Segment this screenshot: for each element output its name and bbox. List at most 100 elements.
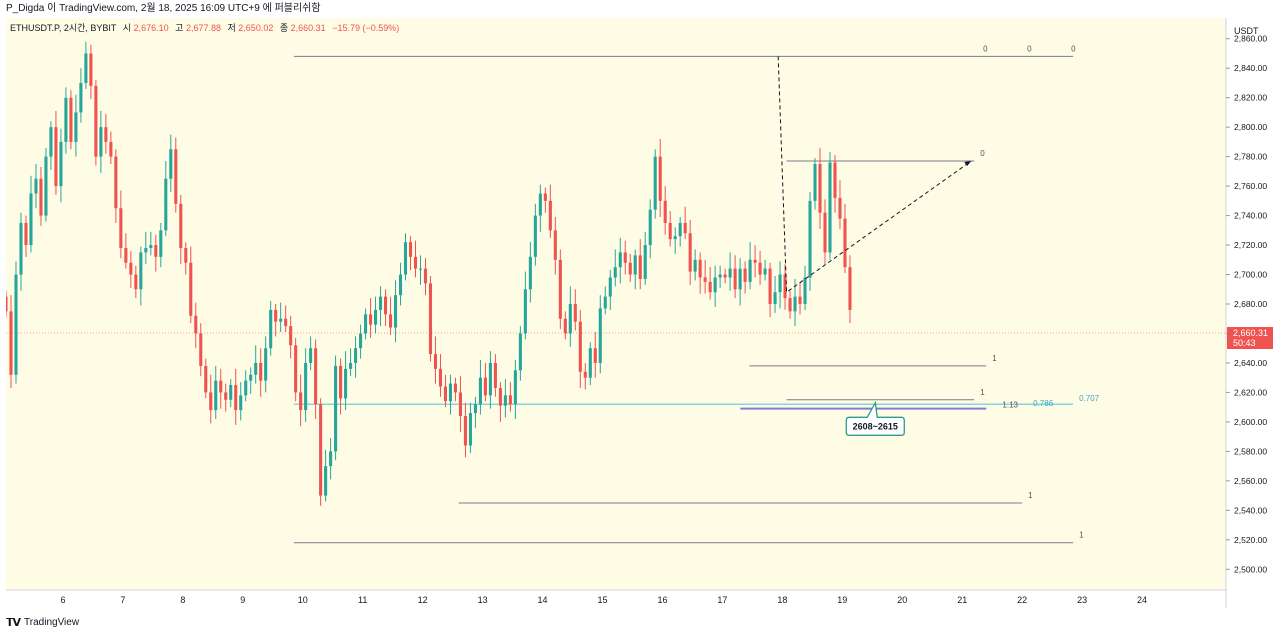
candle-body bbox=[254, 362, 258, 375]
last-price-value: 2,660.31 bbox=[1233, 328, 1268, 338]
candle-body bbox=[344, 368, 348, 399]
candle-body bbox=[738, 268, 742, 290]
time-tick-label: 13 bbox=[478, 595, 488, 605]
candle-body bbox=[29, 193, 33, 246]
candle-body bbox=[818, 164, 822, 213]
candle-body bbox=[793, 296, 797, 312]
price-tick-label: 2,740.00 bbox=[1234, 211, 1267, 221]
price-tick-label: 2,520.00 bbox=[1234, 535, 1267, 545]
time-tick-label: 21 bbox=[957, 595, 967, 605]
candle-body bbox=[578, 321, 582, 372]
price-tick-label: 2,720.00 bbox=[1234, 240, 1267, 250]
publisher-line: P_Digda 이 TradingView.com, 2월 18, 2025 1… bbox=[6, 3, 321, 14]
candle-body bbox=[623, 252, 627, 263]
fib-level-label: 0 bbox=[1071, 44, 1076, 53]
candle-body bbox=[838, 197, 842, 219]
candle-body bbox=[548, 200, 552, 231]
price-tick-label: 2,620.00 bbox=[1234, 387, 1267, 397]
candle-body bbox=[533, 215, 537, 257]
time-axis[interactable]: 6 7 8 9 10 11 12 13 14 15 16 17 18 19 20 21 22 23 24 bbox=[60, 595, 1147, 605]
legend-low-label: 저 bbox=[228, 23, 236, 33]
price-axis-background bbox=[1226, 18, 1274, 608]
callout-box bbox=[845, 400, 905, 436]
candle-body bbox=[349, 362, 353, 369]
time-tick-label: 11 bbox=[358, 595, 367, 605]
candle-body bbox=[144, 248, 148, 253]
candle-body bbox=[408, 242, 413, 257]
time-axis-background bbox=[6, 590, 1226, 608]
candle-body bbox=[473, 404, 477, 414]
fib-level-label: 1 bbox=[1028, 491, 1033, 500]
fib-level-label: 0 bbox=[983, 44, 988, 53]
candle-body bbox=[498, 388, 502, 406]
price-tick-label: 2,840.00 bbox=[1234, 63, 1267, 73]
candle-body bbox=[9, 311, 13, 375]
candle-body bbox=[334, 365, 338, 452]
candle-body bbox=[568, 304, 572, 334]
fib-level-label: 0 bbox=[1027, 44, 1032, 53]
candle-body bbox=[199, 333, 203, 366]
chart-container[interactable]: 0 0 0 0 1 1 0.786 0.707 1.13 1 1 2,500.00 2,520.00 2… bbox=[6, 18, 1274, 608]
candle-body bbox=[413, 256, 418, 269]
candle-body bbox=[603, 296, 607, 309]
dashed-projection-line bbox=[777, 56, 972, 294]
candle-body bbox=[483, 377, 487, 396]
candle-body bbox=[164, 178, 168, 231]
candle-body bbox=[294, 345, 298, 393]
candle-body bbox=[518, 333, 522, 371]
candle-body bbox=[588, 348, 592, 378]
candle-body bbox=[214, 380, 218, 411]
fib-level-label: 0.707 bbox=[1079, 394, 1100, 403]
candle-body bbox=[129, 262, 133, 275]
candle-body bbox=[653, 156, 657, 210]
time-tick-label: 8 bbox=[180, 595, 185, 605]
candle-body bbox=[149, 245, 153, 248]
candle-body bbox=[89, 53, 93, 86]
candle-body bbox=[284, 318, 288, 327]
candle-body bbox=[364, 314, 368, 334]
candle-body bbox=[64, 97, 68, 142]
candle-body bbox=[354, 348, 358, 363]
bar-countdown: 50:43 bbox=[1233, 338, 1256, 348]
candle-body bbox=[448, 383, 453, 402]
candle-body bbox=[593, 348, 597, 363]
candle-body bbox=[339, 365, 343, 399]
candle-body bbox=[388, 314, 393, 328]
currency-label[interactable]: USDT bbox=[1234, 26, 1259, 36]
candle-body bbox=[423, 268, 428, 284]
candle-body bbox=[648, 209, 652, 246]
candle-body bbox=[189, 262, 193, 316]
fib-level-label: 1 bbox=[1079, 531, 1084, 540]
price-tick-label: 2,800.00 bbox=[1234, 122, 1267, 132]
legend-close: 2,660.31 bbox=[291, 23, 326, 33]
candle-body bbox=[523, 289, 527, 334]
candle-body bbox=[39, 178, 43, 216]
candle-body bbox=[264, 348, 268, 381]
candle-body bbox=[99, 127, 103, 157]
candle-body bbox=[319, 404, 323, 496]
time-tick-label: 9 bbox=[240, 595, 245, 605]
candle-body bbox=[508, 395, 512, 405]
time-tick-label: 20 bbox=[897, 595, 907, 605]
candle-body bbox=[269, 309, 273, 349]
candle-body bbox=[748, 259, 752, 282]
candle-body bbox=[179, 203, 183, 248]
candle-body bbox=[109, 141, 113, 157]
candle-body bbox=[383, 296, 388, 315]
candle-body bbox=[503, 395, 507, 406]
zone-callout[interactable]: 2608~2615 bbox=[845, 400, 905, 436]
legend-open-label: 시 bbox=[123, 23, 131, 33]
candle-body bbox=[84, 53, 88, 83]
last-price-badge: 2,660.31 50:43 bbox=[1227, 327, 1273, 350]
price-tick-label: 2,680.00 bbox=[1234, 299, 1267, 309]
price-tick-label: 2,560.00 bbox=[1234, 476, 1267, 486]
candle-body bbox=[538, 193, 542, 216]
candle-body bbox=[44, 156, 48, 216]
candle-body bbox=[493, 362, 497, 388]
candle-body bbox=[119, 208, 123, 248]
candle-body bbox=[703, 277, 707, 282]
fib-level-label: 1 bbox=[980, 388, 985, 397]
candle-body bbox=[393, 295, 398, 328]
candle-body bbox=[6, 296, 8, 312]
